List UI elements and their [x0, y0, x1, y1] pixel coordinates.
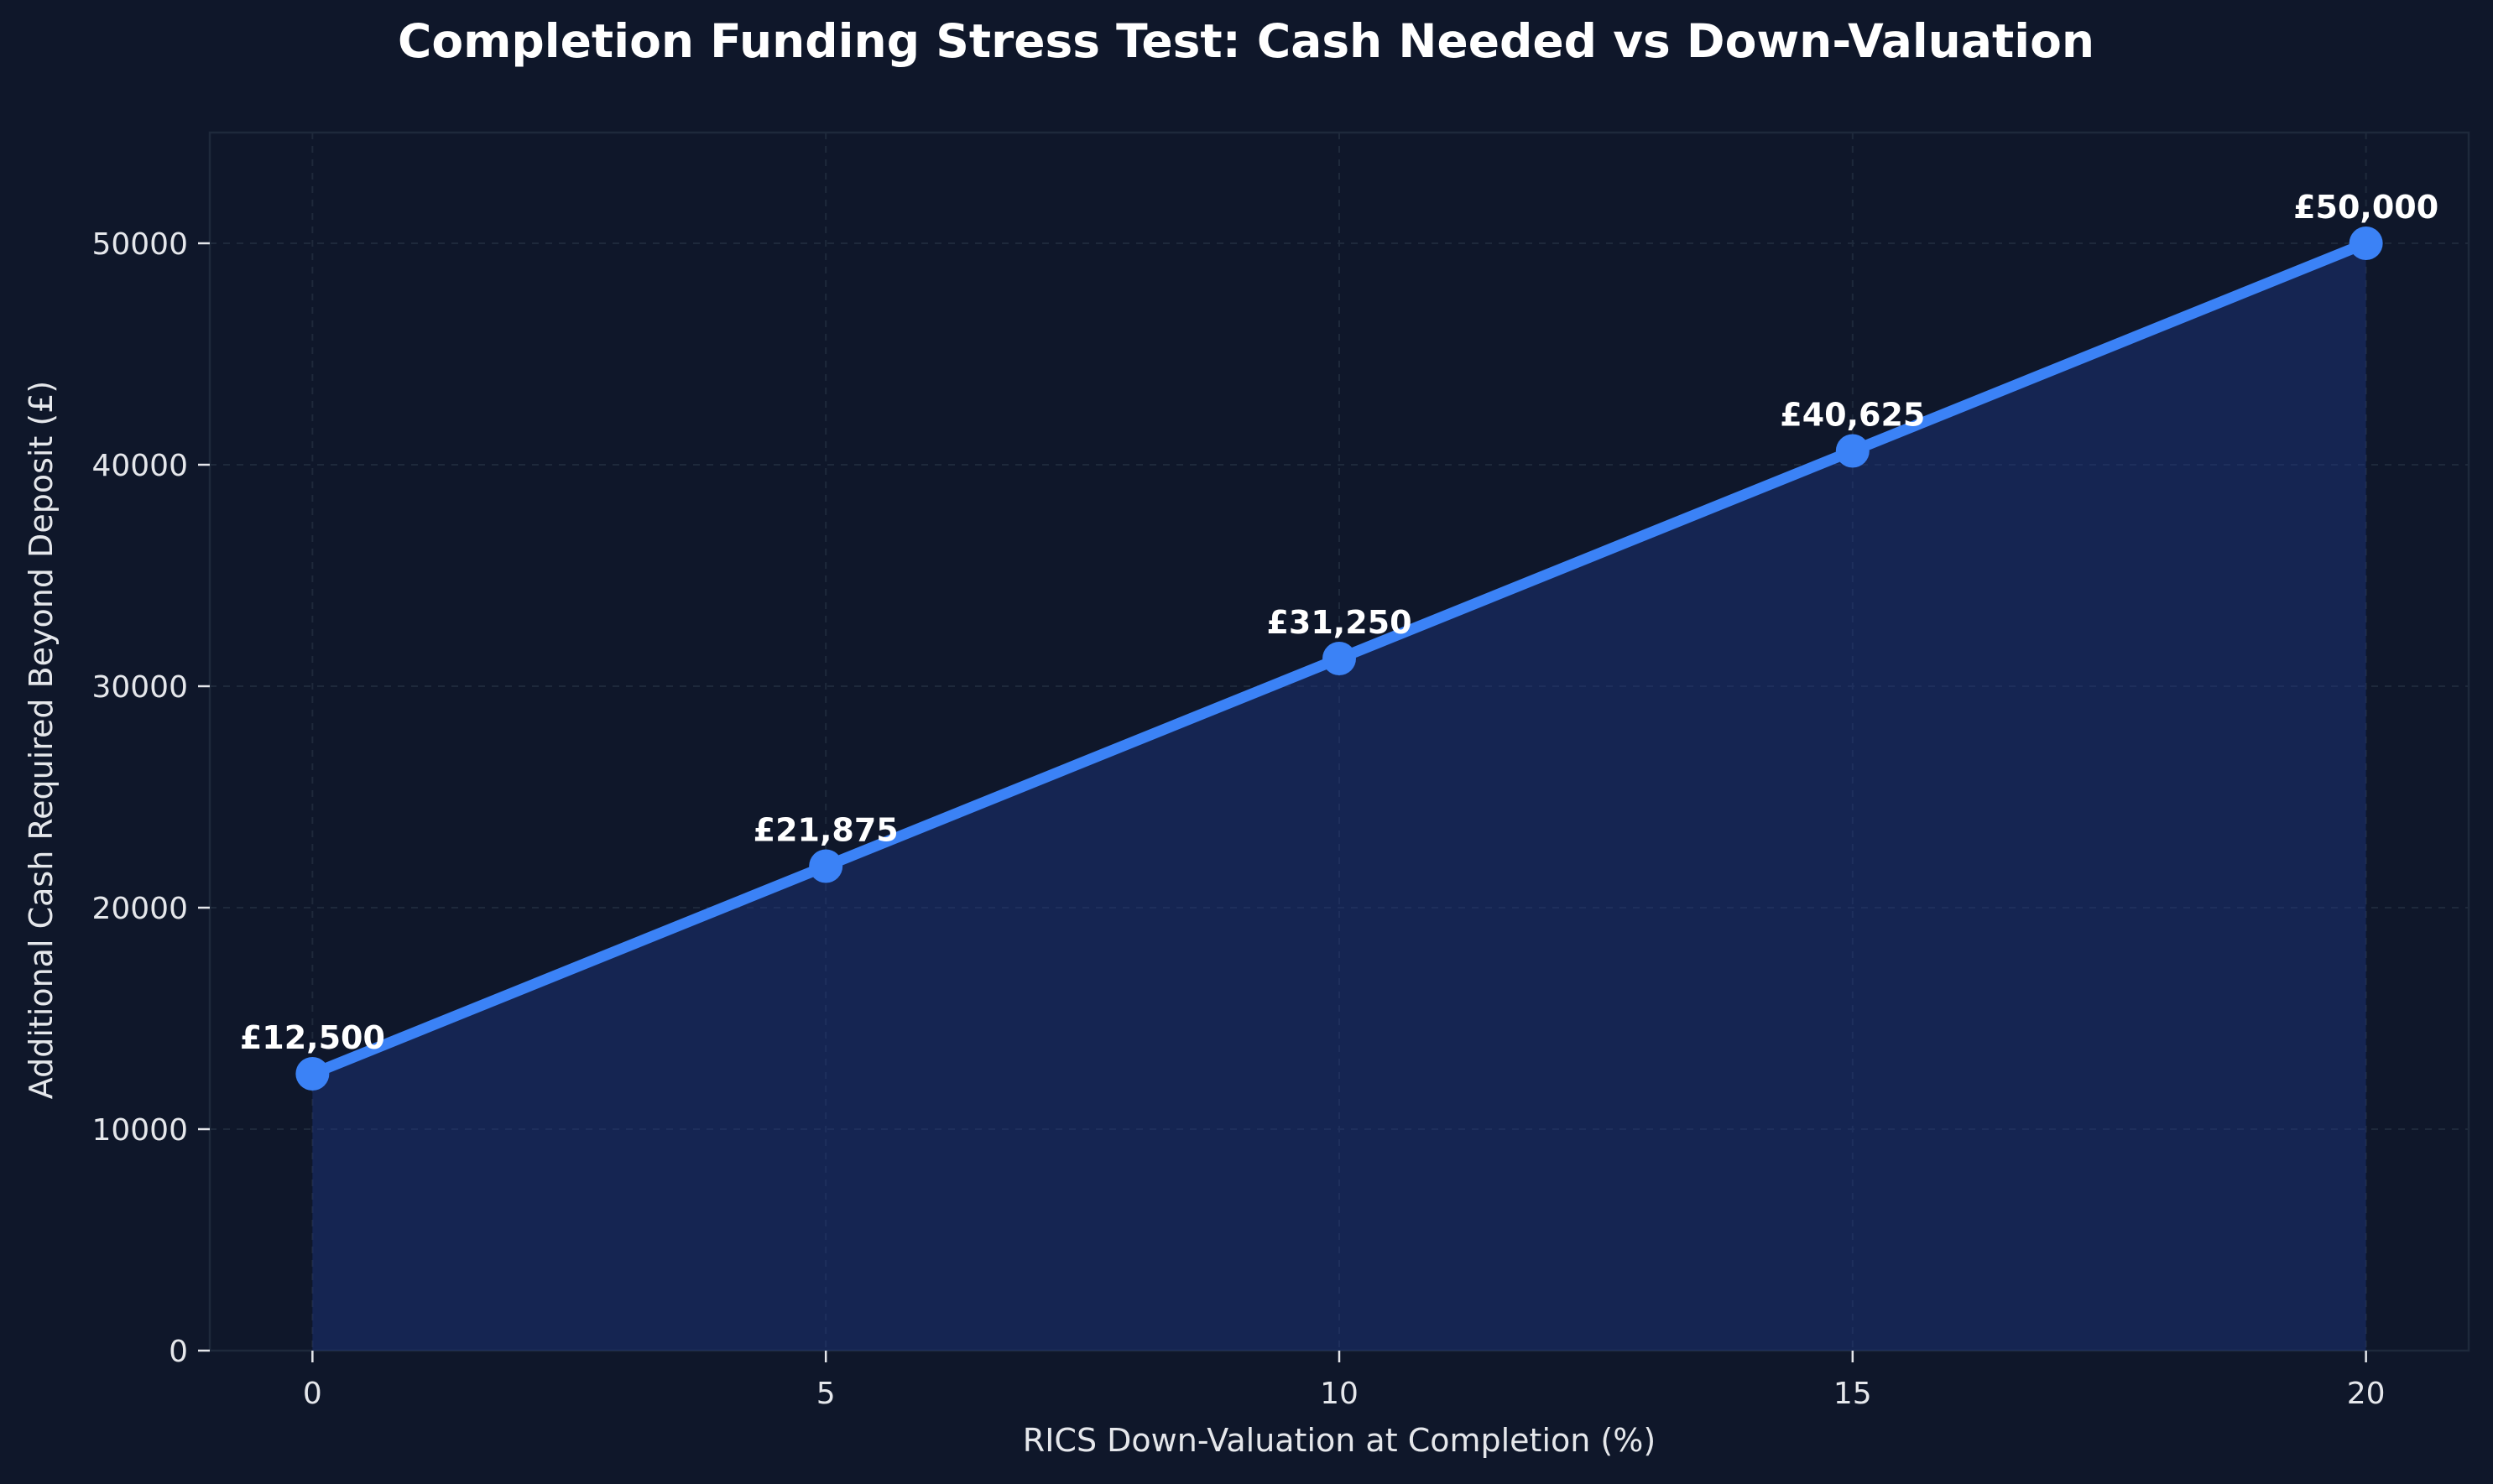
data-point: [809, 849, 843, 883]
y-tick-label: 10000: [91, 1113, 188, 1148]
area-fill-group: [312, 243, 2366, 1351]
x-tick-label: 0: [303, 1377, 322, 1411]
x-tick-label: 10: [1320, 1377, 1359, 1411]
data-point: [295, 1057, 330, 1091]
x-tick-label: 20: [2347, 1377, 2386, 1411]
y-tick-label: 30000: [91, 670, 188, 705]
x-axis-label: RICS Down-Valuation at Completion (%): [1023, 1422, 1656, 1459]
chart-title: Completion Funding Stress Test: Cash Nee…: [398, 14, 2094, 68]
data-point: [2349, 227, 2383, 260]
data-label: £21,875: [754, 812, 899, 849]
x-tick-label: 5: [816, 1377, 836, 1411]
data-labels: £12,500 £21,875 £31,250 £40,625 £50,000: [240, 189, 2438, 1056]
y-axis-label: Additional Cash Required Beyond Deposit …: [23, 381, 60, 1099]
y-tick-label: 50000: [91, 227, 188, 262]
data-point: [1835, 434, 1870, 468]
y-tick-label: 40000: [91, 449, 188, 483]
data-label: £31,250: [1266, 604, 1411, 641]
data-points: [295, 227, 2383, 1091]
data-label: £12,500: [240, 1019, 385, 1056]
data-label: £50,000: [2293, 189, 2438, 226]
y-tick-label: 0: [169, 1335, 188, 1369]
data-point: [1322, 642, 1356, 675]
x-axis-ticks: 0 5 10 15 20: [303, 1351, 2386, 1411]
x-tick-label: 15: [1833, 1377, 1872, 1411]
data-label: £40,625: [1780, 397, 1925, 434]
y-tick-label: 20000: [91, 892, 188, 926]
area-fill: [312, 243, 2366, 1351]
y-axis-ticks: 0 10000 20000 30000 40000 50000: [91, 227, 210, 1369]
